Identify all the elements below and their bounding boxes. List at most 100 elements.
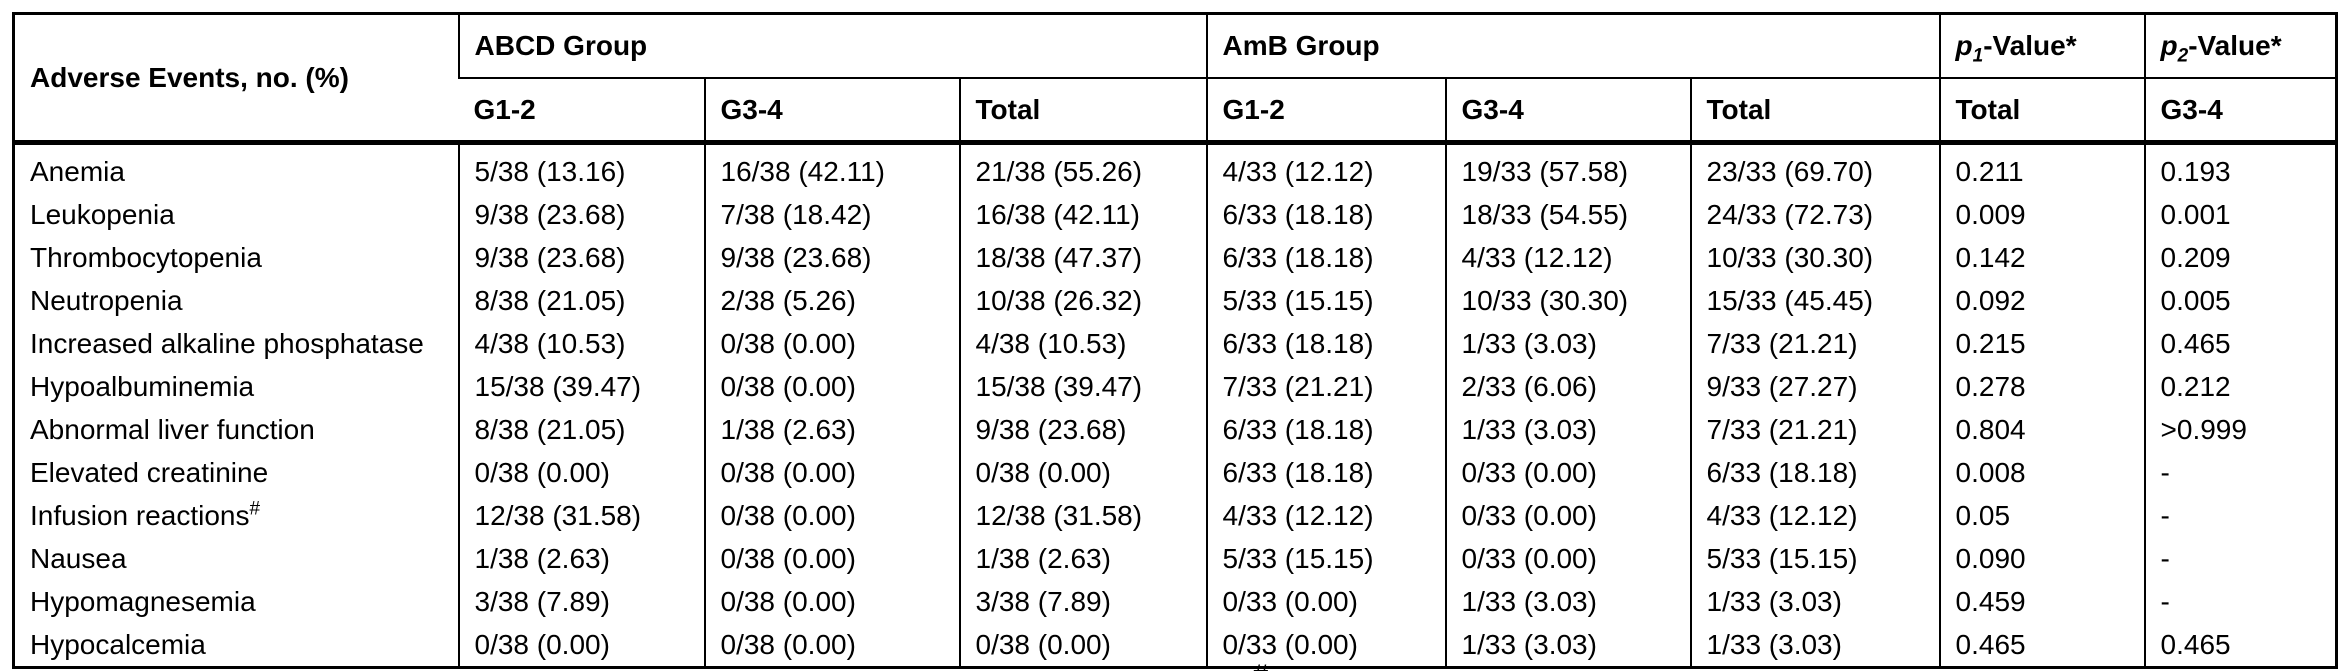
table-cell: >0.999 [2143, 408, 2337, 451]
table-cell: 7/38 (18.42) [703, 193, 960, 236]
column-header-p2-g34: G3-4 [2143, 78, 2337, 145]
table-cell: 15/33 (45.45) [1689, 279, 1940, 322]
table-cell: 21/38 (55.26) [958, 142, 1207, 193]
table-cell: 0.05 [1938, 494, 2145, 537]
table-cell: - [2143, 537, 2337, 580]
table-cell: 6/33 (18.18) [1205, 408, 1446, 451]
table-cell: 9/38 (23.68) [703, 236, 960, 279]
p2-subscript: 2 [2177, 45, 2189, 67]
table-cell: 0.278 [1938, 365, 2145, 408]
table-row: Hypomagnesemia 3/38 (7.89) 0/38 (0.00) 3/38… [14, 580, 2337, 623]
adverse-event-name: Hypomagnesemia [30, 585, 256, 617]
table-row: Hypocalcemia 0/38 (0.00) 0/38 (0.00) 0/38 (… [14, 623, 2337, 668]
row-label: Nausea [14, 537, 459, 580]
table-row: Hypoalbuminemia 15/38 (39.47) 0/38 (0.00) 1… [14, 365, 2337, 408]
table-cell: 5/33 (15.15) [1205, 537, 1446, 580]
table-cell: - [2143, 451, 2337, 494]
table-cell: 0/33 (0.00) [1205, 623, 1446, 668]
row-label: Thrombocytopenia [14, 236, 459, 279]
footnote-hash-mark-cutoff: # [1253, 659, 1268, 671]
table-cell: 0.193 [2143, 142, 2337, 193]
table-cell: 0/38 (0.00) [703, 537, 960, 580]
adverse-event-name: Hypocalcemia [30, 628, 206, 660]
row-label: Abnormal liver function [14, 408, 459, 451]
table-cell: 0.209 [2143, 236, 2337, 279]
table-cell: 16/38 (42.11) [703, 142, 960, 193]
table-cell: 6/33 (18.18) [1689, 451, 1940, 494]
table-cell: 9/38 (23.68) [958, 408, 1207, 451]
table-cell: 0/38 (0.00) [457, 451, 705, 494]
table-cell: 2/33 (6.06) [1444, 365, 1691, 408]
row-label: Leukopenia [14, 193, 459, 236]
table-cell: 0.804 [1938, 408, 2145, 451]
row-label: Elevated creatinine [14, 451, 459, 494]
table-cell: 8/38 (21.05) [457, 408, 705, 451]
column-header-abcd-total: Total [958, 78, 1207, 145]
table-cell: 0/38 (0.00) [703, 494, 960, 537]
table-cell: 4/33 (12.12) [1689, 494, 1940, 537]
adverse-event-name: Elevated creatinine [30, 456, 269, 488]
table-cell: 24/33 (72.73) [1689, 193, 1940, 236]
table-cell: 3/38 (7.89) [457, 580, 705, 623]
table-cell: 9/38 (23.68) [457, 193, 705, 236]
table-cell: 10/33 (30.30) [1444, 279, 1691, 322]
table-cell: 0/33 (0.00) [1444, 494, 1691, 537]
table-cell: 6/33 (18.18) [1205, 193, 1446, 236]
column-header-p1-total: Total [1938, 78, 2145, 145]
sub-header-row: G1-2 G3-4 Total G1-2 G3-4 Total Total G3… [14, 78, 2337, 145]
p2-value-label: -Value* [2188, 30, 2282, 61]
table-cell: 2/38 (5.26) [703, 279, 960, 322]
table-cell: 0/33 (0.00) [1444, 537, 1691, 580]
p2-letter: p [2160, 30, 2178, 61]
table-cell: 5/33 (15.15) [1205, 279, 1446, 322]
table-cell: - [2143, 494, 2337, 537]
table-cell: 23/33 (69.70) [1689, 142, 1940, 193]
table-cell: 0.465 [2143, 322, 2337, 365]
table-cell: 5/33 (15.15) [1689, 537, 1940, 580]
row-label: Neutropenia [14, 279, 459, 322]
adverse-event-name: Neutropenia [30, 284, 183, 316]
table-cell: 0.211 [1938, 142, 2145, 193]
table-cell: 0.008 [1938, 451, 2145, 494]
table-cell: 0/38 (0.00) [703, 365, 960, 408]
table-cell: 1/33 (3.03) [1444, 623, 1691, 668]
column-header-abcd-g34: G3-4 [703, 78, 960, 145]
table-cell: 6/33 (18.18) [1205, 322, 1446, 365]
table-cell: 0/38 (0.00) [457, 623, 705, 668]
table-cell: 16/38 (42.11) [958, 193, 1207, 236]
adverse-event-name: Thrombocytopenia [30, 241, 262, 273]
table-cell: 1/33 (3.03) [1444, 580, 1691, 623]
row-label: Hypomagnesemia [14, 580, 459, 623]
table-header: Adverse Events, no. (%) ABCD Group AmB G… [13, 13, 2337, 145]
table-cell: 4/38 (10.53) [958, 322, 1207, 365]
table-cell: 8/38 (21.05) [457, 279, 705, 322]
table-cell: 12/38 (31.58) [958, 494, 1207, 537]
table-cell: 0.092 [1938, 279, 2145, 322]
row-label: Infusion reactions# [14, 494, 459, 537]
group-header-p1-value: p1-Value* [1938, 13, 2145, 79]
table-cell: 5/38 (13.16) [457, 142, 705, 193]
row-label: Hypoalbuminemia [14, 365, 459, 408]
table-cell: 1/38 (2.63) [958, 537, 1207, 580]
column-header-amb-total: Total [1689, 78, 1940, 145]
column-header-abcd-g12: G1-2 [458, 78, 705, 145]
table-cell: 7/33 (21.21) [1689, 408, 1940, 451]
table-body: Anemia 5/38 (13.16) 16/38 (42.11) 21/38 (55… [14, 142, 2337, 668]
table-cell: 15/38 (39.47) [457, 365, 705, 408]
table-row: Elevated creatinine 0/38 (0.00) 0/38 (0.00… [14, 451, 2337, 494]
table-cell: 0.465 [1938, 623, 2145, 668]
table-cell: 3/38 (7.89) [958, 580, 1207, 623]
p1-subscript: 1 [1972, 45, 1984, 67]
table-row: Anemia 5/38 (13.16) 16/38 (42.11) 21/38 (55… [14, 142, 2337, 193]
group-header-amb: AmB Group [1205, 13, 1940, 79]
table-cell: 7/33 (21.21) [1689, 322, 1940, 365]
adverse-event-name: Hypoalbuminemia [30, 370, 255, 402]
table-cell: 6/33 (18.18) [1205, 451, 1446, 494]
p1-value-label: -Value* [1983, 30, 2077, 61]
table-cell: 1/33 (3.03) [1689, 580, 1940, 623]
table-cell: 0/38 (0.00) [703, 451, 960, 494]
row-label: Hypocalcemia [14, 623, 459, 668]
adverse-event-name: Infusion reactions [30, 499, 250, 531]
table-row: Abnormal liver function 8/38 (21.05) 1/38 … [14, 408, 2337, 451]
